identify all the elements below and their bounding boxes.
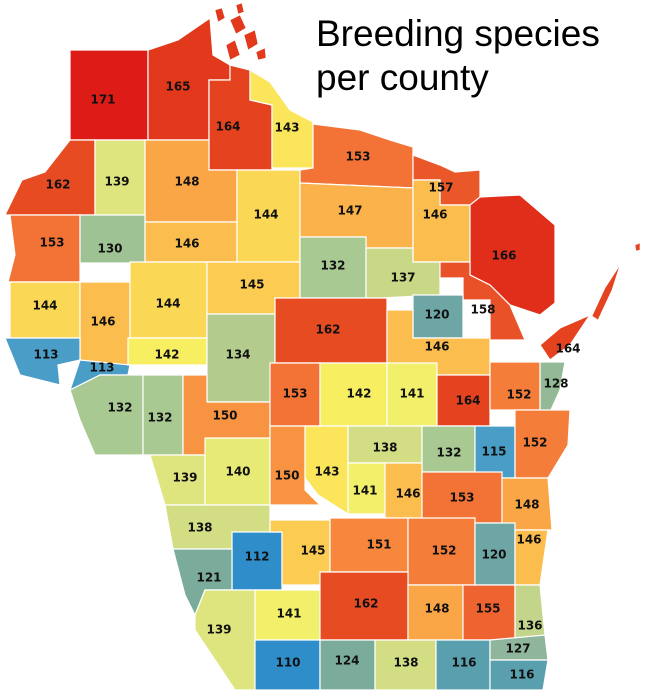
county-species-count: 164	[455, 394, 480, 408]
county-species-count: 143	[314, 465, 339, 479]
county-species-count: 164	[215, 120, 240, 134]
county-species-count: 134	[225, 348, 250, 362]
county-species-count: 171	[90, 93, 115, 107]
county-species-count: 162	[353, 597, 378, 611]
county-species-count: 146	[90, 315, 115, 329]
county-species-count: 120	[481, 548, 506, 562]
county-species-count: 144	[32, 299, 57, 313]
county-region	[514, 409, 571, 479]
county-species-count: 138	[372, 441, 397, 455]
map-title: Breeding species per county	[316, 12, 636, 100]
county-species-count: 146	[424, 340, 449, 354]
county-species-count: 132	[147, 411, 172, 425]
county-species-count: 151	[366, 538, 391, 552]
county-region	[489, 361, 541, 411]
county-species-count: 146	[174, 237, 199, 251]
county-species-count: 140	[225, 465, 250, 479]
county-species-count: 146	[516, 533, 541, 547]
county-species-count: 155	[475, 602, 500, 616]
county-species-count: 116	[509, 668, 534, 682]
island-shape	[214, 7, 226, 23]
county-species-count: 148	[424, 602, 449, 616]
county-species-count: 158	[470, 303, 495, 317]
county-species-count: 157	[428, 181, 453, 195]
county-species-count: 153	[282, 387, 307, 401]
county-region	[269, 425, 322, 506]
county-species-count: 142	[154, 348, 179, 362]
county-region	[501, 477, 553, 531]
island-shape	[225, 39, 241, 61]
county-species-count: 139	[172, 471, 197, 485]
county-species-count: 138	[393, 656, 418, 670]
county-region	[304, 425, 349, 516]
county-species-count: 116	[451, 656, 476, 670]
county-species-count: 144	[155, 297, 180, 311]
county-species-count: 152	[431, 544, 456, 558]
county-species-count: 145	[239, 278, 264, 292]
county-species-count: 152	[506, 388, 531, 402]
county-species-count: 153	[345, 150, 370, 164]
map-title-line1: Breeding species	[316, 13, 600, 54]
county-species-count: 148	[174, 175, 199, 189]
county-species-count: 147	[337, 204, 362, 218]
county-labels-layer: 171 165 164 143 162 139 148 153 157 153 130 146 144 1…	[32, 80, 580, 682]
county-species-count: 153	[449, 491, 474, 505]
county-species-count: 141	[276, 607, 301, 621]
county-species-count: 139	[104, 175, 129, 189]
county-species-count: 120	[424, 308, 449, 322]
counties-layer	[4, 16, 592, 691]
county-species-count: 153	[39, 236, 64, 250]
island-shape	[634, 242, 641, 252]
county-species-count: 113	[89, 361, 114, 375]
county-species-count: 146	[422, 208, 447, 222]
county-species-count: 152	[522, 436, 547, 450]
county-species-count: 145	[300, 544, 325, 558]
county-species-count: 142	[346, 387, 371, 401]
county-species-count: 150	[212, 409, 237, 423]
island-shape	[591, 264, 621, 321]
county-species-count: 166	[491, 249, 516, 263]
county-species-count: 137	[390, 271, 415, 285]
county-region	[79, 214, 146, 264]
county-region	[539, 313, 592, 361]
county-species-count: 165	[165, 80, 190, 94]
island-shape	[243, 29, 259, 51]
county-species-count: 115	[481, 445, 506, 459]
county-region	[69, 374, 144, 456]
county-species-count: 139	[206, 623, 231, 637]
island-shape	[255, 47, 267, 61]
county-species-count: 162	[45, 178, 70, 192]
county-species-count: 136	[517, 619, 542, 633]
county-species-count: 113	[33, 348, 58, 362]
islands-layer	[214, 2, 641, 321]
county-species-count: 150	[274, 469, 299, 483]
county-species-count: 124	[334, 654, 359, 668]
map-title-line2: per county	[316, 57, 489, 98]
county-species-count: 130	[97, 242, 122, 256]
county-species-count: 132	[436, 446, 461, 460]
county-species-count: 164	[555, 342, 580, 356]
county-species-count: 138	[187, 521, 212, 535]
county-species-count: 162	[315, 323, 340, 337]
county-species-count: 144	[253, 208, 278, 222]
island-shape	[229, 14, 247, 35]
county-species-count: 110	[275, 656, 300, 670]
county-species-count: 112	[244, 550, 269, 564]
island-shape	[235, 2, 245, 15]
county-region	[4, 337, 81, 386]
county-species-count: 141	[399, 387, 424, 401]
county-species-count: 148	[514, 498, 539, 512]
county-region	[439, 261, 526, 341]
county-species-count: 121	[196, 571, 221, 585]
county-species-count: 146	[395, 487, 420, 501]
county-species-count: 143	[274, 121, 299, 135]
county-region	[194, 589, 256, 691]
county-species-count: 132	[320, 259, 345, 273]
county-region	[489, 659, 549, 691]
county-species-count: 128	[543, 377, 568, 391]
county-species-count: 141	[352, 484, 377, 498]
county-species-count: 127	[505, 642, 530, 656]
county-species-count: 132	[107, 401, 132, 415]
